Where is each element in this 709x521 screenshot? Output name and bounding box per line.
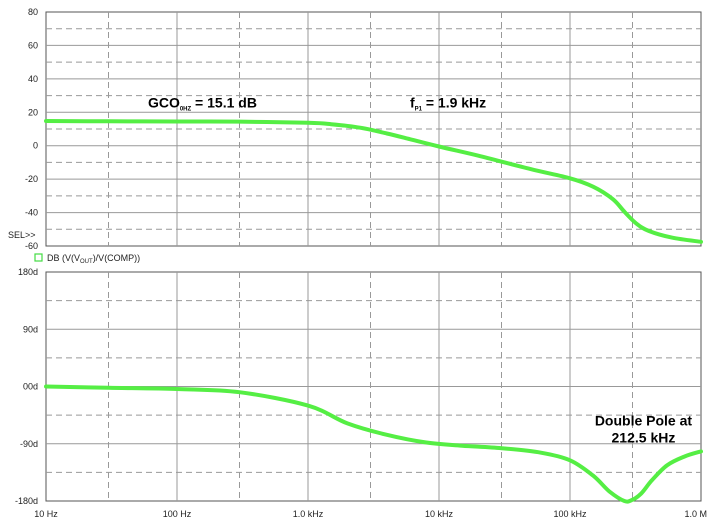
x-tick-label: 1.0 kHz <box>293 509 324 519</box>
series-line <box>44 119 703 244</box>
annotation: GCO0HZ = 15.1 dB <box>148 94 257 112</box>
x-tick-label: 1.0 M <box>684 509 707 519</box>
y-tick-label: -180d <box>15 496 38 506</box>
y-tick-label: 20 <box>28 107 38 117</box>
y-tick-label: -90d <box>20 439 38 449</box>
y-tick-label: 80 <box>28 7 38 17</box>
y-tick-label: -40 <box>25 208 38 218</box>
phase-panel: 180d 90d 00d -90d -180d 10 Hz 100 Hz 1.0 kHz 10 … <box>15 253 707 519</box>
annotation: fP1 = 1.9 kHz <box>410 94 486 112</box>
x-tick-label: 100 kHz <box>553 509 587 519</box>
y-tick-label: 00d <box>23 382 38 392</box>
annotation: Double Pole at <box>595 413 693 429</box>
y-tick-label: -20 <box>25 174 38 184</box>
x-tick-label: 10 kHz <box>425 509 454 519</box>
series-line <box>44 384 703 504</box>
y-tick-label: 60 <box>28 40 38 50</box>
legend-label: DB (V(VOUT)/V(COMP)) <box>47 253 140 265</box>
y-tick-label: 0 <box>33 141 38 151</box>
sel-marker: SEL>> <box>8 230 36 240</box>
x-tick-label: 100 Hz <box>163 509 192 519</box>
y-tick-label: -60 <box>25 241 38 251</box>
y-tick-label: 40 <box>28 74 38 84</box>
annotation: 212.5 kHz <box>612 430 676 446</box>
y-tick-label: 90d <box>23 324 38 334</box>
legend-swatch <box>34 253 43 262</box>
x-tick-label: 10 Hz <box>34 509 58 519</box>
y-tick-label: 180d <box>18 267 38 277</box>
